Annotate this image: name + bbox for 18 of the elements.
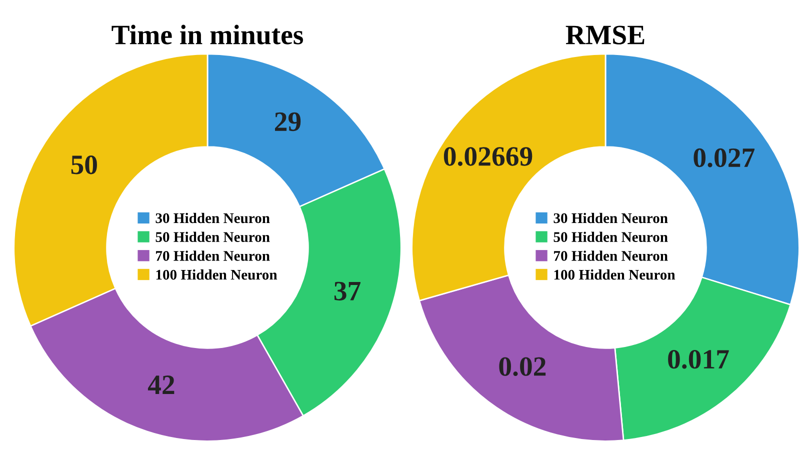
legend-label: 30 Hidden Neuron — [554, 212, 668, 224]
legend-label: 100 Hidden Neuron — [156, 269, 278, 280]
chart-title: RMSE — [566, 26, 644, 44]
legend-label: 50 Hidden Neuron — [554, 232, 668, 242]
data-label: 37 — [334, 282, 360, 300]
data-label: 0.017 — [668, 350, 729, 369]
data-label: 42 — [148, 376, 174, 394]
data-label: 0.02 — [499, 357, 546, 376]
data-label: 0.027 — [694, 148, 754, 168]
legend-label: 30 Hidden Neuron — [156, 212, 270, 224]
data-label: 0.02669 — [444, 147, 532, 166]
legend-label: 50 Hidden Neuron — [156, 232, 270, 242]
legend-label: 70 Hidden Neuron — [156, 250, 270, 261]
legend-label: 70 Hidden Neuron — [554, 250, 668, 261]
legend-label: 100 Hidden Neuron — [554, 269, 676, 280]
chart-title: Time in minutes — [112, 24, 304, 44]
data-label: 50 — [71, 155, 97, 174]
data-label: 29 — [275, 112, 301, 132]
